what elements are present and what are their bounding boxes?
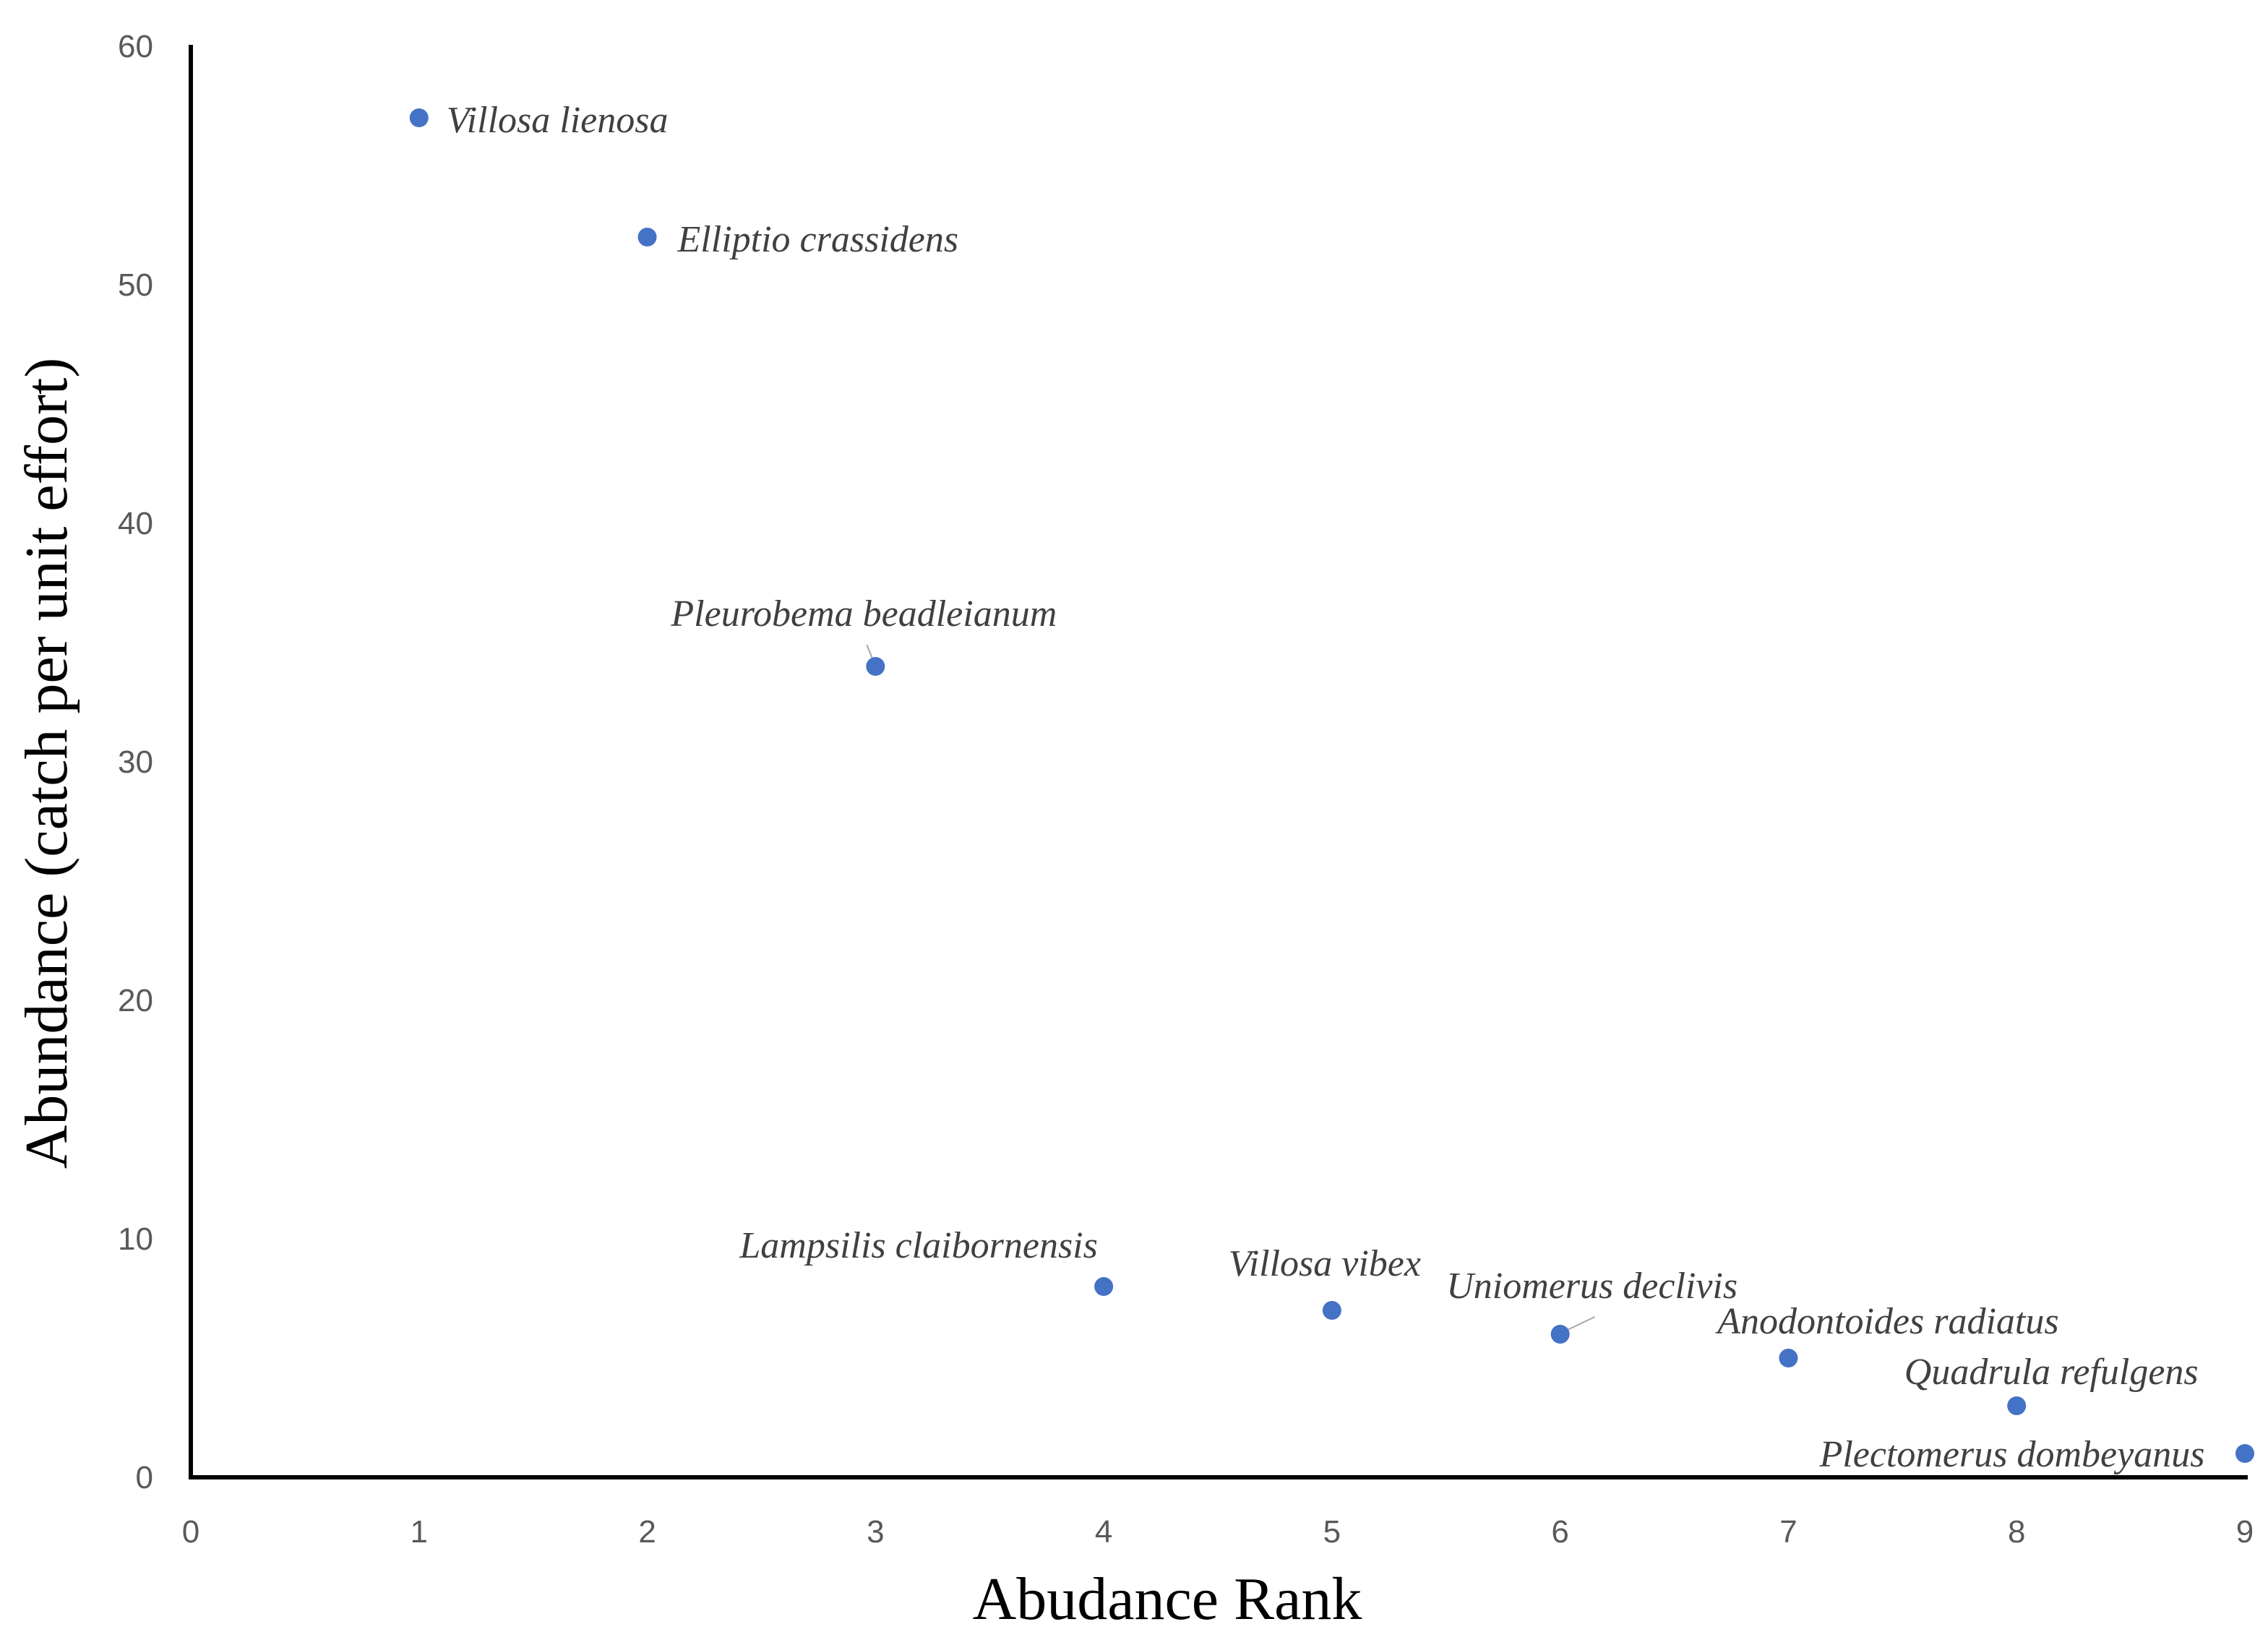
x-tick-label: 5 (1323, 1514, 1341, 1550)
data-point (866, 657, 885, 676)
y-tick-label: 30 (118, 744, 153, 780)
y-tick-label: 60 (118, 29, 153, 64)
data-point (1094, 1277, 1114, 1296)
point-labels: Villosa lienosa Elliptio crassidens Pleuro… (447, 100, 2205, 1475)
point-label: Quadrula refulgens (1904, 1352, 2199, 1393)
label-leader-line (1567, 1316, 1596, 1331)
point-label: Uniomerus declivis (1446, 1266, 1737, 1307)
y-tick-label: 0 (136, 1460, 153, 1495)
x-tick-label: 0 (182, 1514, 199, 1550)
x-tick-label: 1 (411, 1514, 428, 1550)
x-tick-label: 9 (2236, 1514, 2254, 1550)
y-axis-title: Abundance (catch per unit effort) (13, 358, 80, 1169)
x-tick-label: 6 (1551, 1514, 1568, 1550)
point-label: Anodontoides radiatus (1715, 1301, 2058, 1342)
x-tick-label: 7 (1779, 1514, 1797, 1550)
axes-layer: 0 10 20 30 40 50 60 0 1 2 3 4 5 6 7 8 9 (118, 29, 2254, 1550)
point-label: Villosa vibex (1229, 1243, 1421, 1284)
y-tick-label: 10 (118, 1221, 153, 1257)
data-point (1322, 1301, 1341, 1320)
y-tick-label: 20 (118, 983, 153, 1018)
x-tick-label: 8 (2008, 1514, 2025, 1550)
x-tick-label: 2 (638, 1514, 656, 1550)
point-label: Elliptio crassidens (677, 219, 959, 260)
point-label: Villosa lienosa (447, 100, 669, 141)
point-label: Plectomerus dombeyanus (1819, 1434, 2205, 1475)
data-point (2235, 1444, 2254, 1463)
data-point (2007, 1396, 2027, 1415)
data-point (1550, 1325, 1570, 1344)
data-point (637, 228, 657, 246)
x-axis-title: Abudance Rank (973, 1565, 1362, 1633)
label-leader-line (866, 644, 874, 660)
data-points (409, 108, 2254, 1463)
data-point (1779, 1349, 1798, 1367)
x-tick-label: 3 (867, 1514, 884, 1550)
y-tick-label: 50 (118, 267, 153, 303)
x-tick-label: 4 (1095, 1514, 1112, 1550)
point-label: Lampsilis claibornensis (739, 1225, 1098, 1266)
data-point (409, 108, 429, 127)
y-tick-label: 40 (118, 506, 153, 541)
point-label: Pleurobema beadleianum (670, 593, 1057, 635)
leader-lines (866, 644, 1596, 1331)
